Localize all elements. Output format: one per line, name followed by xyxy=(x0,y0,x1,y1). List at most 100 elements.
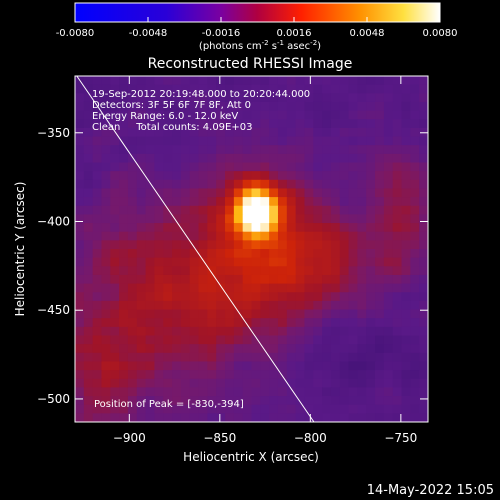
heatmap-cell xyxy=(392,283,403,293)
heatmap-cell xyxy=(207,249,217,259)
heatmap-cell xyxy=(313,110,323,120)
heatmap-cell xyxy=(242,404,253,414)
heatmap-cell xyxy=(225,223,235,233)
heatmap-cell xyxy=(198,370,208,380)
heatmap-cell xyxy=(163,274,173,285)
heatmap-cell xyxy=(251,300,261,311)
heatmap-cell xyxy=(251,326,261,337)
heatmap-cell xyxy=(392,257,403,267)
heatmap-cell xyxy=(127,153,138,164)
heatmap-cell xyxy=(110,93,120,103)
heatmap-cell xyxy=(304,93,314,103)
heatmap-cell xyxy=(145,119,156,129)
heatmap-cell xyxy=(304,188,314,198)
heatmap-cell xyxy=(251,93,261,103)
heatmap-cell xyxy=(322,110,332,120)
heatmap-cell xyxy=(392,396,403,406)
heatmap-cell xyxy=(101,378,111,388)
heatmap-cell xyxy=(419,93,428,103)
heatmap-cell xyxy=(145,378,156,388)
heatmap-cell xyxy=(163,188,173,198)
heatmap-cell xyxy=(198,318,208,328)
heatmap-cell xyxy=(419,292,428,302)
heatmap-cell xyxy=(277,249,288,259)
chart-title: Reconstructed RHESSI Image xyxy=(148,56,353,72)
y-tick-label: −500 xyxy=(37,392,70,406)
heatmap-cell xyxy=(119,249,129,259)
heatmap-cell xyxy=(127,119,138,129)
heatmap-cell xyxy=(392,249,403,259)
heatmap-cell xyxy=(119,136,129,146)
heatmap-cell xyxy=(286,93,297,103)
heatmap-cell xyxy=(180,162,191,172)
heatmap-cell xyxy=(216,214,226,224)
heatmap-cell xyxy=(304,387,314,397)
heatmap-cell xyxy=(189,145,200,155)
heatmap-cell xyxy=(101,119,111,129)
heatmap-cell xyxy=(172,240,182,250)
heatmap-cell xyxy=(75,93,85,103)
heatmap-cell xyxy=(180,153,191,164)
heatmap-cell xyxy=(339,119,350,129)
heatmap-cell xyxy=(375,249,385,259)
heatmap-cell xyxy=(260,370,270,380)
heatmap-cell xyxy=(172,93,182,103)
heatmap-cell xyxy=(154,231,164,241)
heatmap-cell xyxy=(383,76,394,86)
heatmap-cell xyxy=(216,136,226,146)
heatmap-cell xyxy=(375,145,385,155)
heatmap-cell xyxy=(92,370,103,380)
heatmap-cell xyxy=(286,352,297,363)
heatmap-cell xyxy=(375,101,385,112)
heatmap-cell xyxy=(242,197,253,207)
heatmap-cell xyxy=(366,101,376,112)
heatmap-cell xyxy=(163,153,173,164)
heatmap-cell xyxy=(348,188,358,198)
heatmap-cell xyxy=(348,231,358,241)
heatmap-cell xyxy=(286,76,297,86)
heatmap-cell xyxy=(410,136,420,146)
heatmap-cell xyxy=(180,387,191,397)
heatmap-cell xyxy=(330,197,341,207)
heatmap-cell xyxy=(154,387,164,397)
heatmap-cell xyxy=(366,214,376,224)
heatmap-cell xyxy=(419,413,428,422)
heatmap-cell xyxy=(269,257,279,267)
heatmap-cell xyxy=(180,76,191,86)
heatmap-cell xyxy=(277,404,288,414)
heatmap-cell xyxy=(207,84,217,94)
heatmap-cell xyxy=(163,378,173,388)
heatmap-cell xyxy=(313,283,323,293)
heatmap-cell xyxy=(145,318,156,328)
heatmap-cell xyxy=(172,205,182,215)
heatmap-cell xyxy=(375,283,385,293)
heatmap-cell xyxy=(216,378,226,388)
heatmap-cell xyxy=(233,283,244,293)
heatmap-cell xyxy=(172,344,182,354)
heatmap-cell xyxy=(366,387,376,397)
heatmap-cell xyxy=(357,93,367,103)
heatmap-cell xyxy=(242,136,253,146)
heatmap-cell xyxy=(313,413,323,422)
heatmap-cell xyxy=(401,231,411,241)
heatmap-cell xyxy=(136,179,147,190)
heatmap-cell xyxy=(242,274,253,285)
heatmap-cell xyxy=(401,283,411,293)
heatmap-cell xyxy=(269,110,279,120)
heatmap-cell xyxy=(163,101,173,112)
heatmap-cell xyxy=(339,84,350,94)
heatmap-cell xyxy=(339,127,350,138)
heatmap-cell xyxy=(233,266,244,276)
heatmap-cell xyxy=(136,378,147,388)
heatmap-cell xyxy=(189,188,200,198)
heatmap-cell xyxy=(401,404,411,414)
heatmap-cell xyxy=(189,370,200,380)
heatmap-cell xyxy=(410,76,420,86)
heatmap-cell xyxy=(225,404,235,414)
heatmap-cell xyxy=(110,179,120,190)
heatmap-cell xyxy=(207,136,217,146)
heatmap-cell xyxy=(366,300,376,311)
heatmap-cell xyxy=(233,76,244,86)
heatmap-cell xyxy=(180,344,191,354)
heatmap-cell xyxy=(136,76,147,86)
